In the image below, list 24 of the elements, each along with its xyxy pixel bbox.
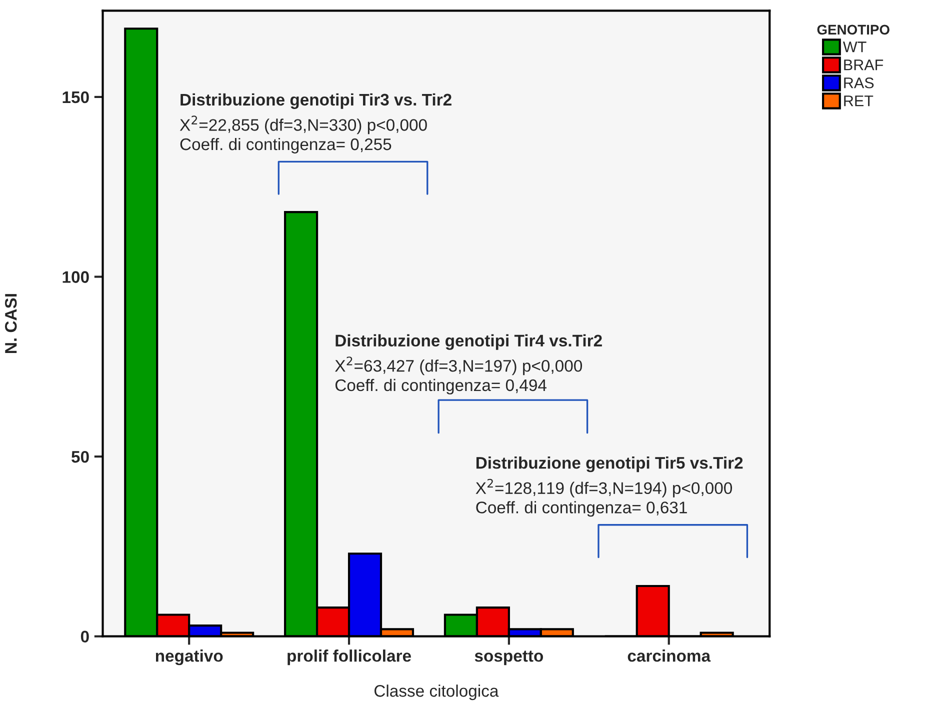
legend-label: WT: [842, 42, 866, 52]
y-axis-title: N. CASI: [4, 294, 17, 353]
annotation: Distribuzione genotipi Tir3 vs. Tir2: [180, 93, 452, 109]
legend-label: RET: [844, 96, 874, 106]
x-tick-label: prolif follicolare: [288, 650, 411, 666]
y-tick-label: 50: [72, 450, 89, 463]
annotation: Coeff. di contingenza= 0,494: [335, 378, 546, 394]
y-tick-label: 0: [80, 630, 89, 643]
legend-label: BRAF: [844, 60, 884, 70]
annotation: X$^{2}$=22,855 (df=3,N=330) p<0,000: [180, 116, 427, 134]
annotation: X$^{2}$=128,119 (df=3,N=194) p<0,000: [476, 478, 732, 498]
y-tick-label: 150: [62, 91, 89, 104]
annotation: Coeff. di contingenza= 0,631: [476, 501, 687, 517]
x-tick-label: carcinoma: [628, 650, 711, 662]
x-tick-label: negativo: [156, 650, 223, 666]
annotation: X$^{2}$=63,427 (df=3,N=197) p<0,000: [335, 356, 582, 376]
annotation: Distribuzione genotipi Tir4 vs.Tir2: [336, 334, 602, 350]
annotation: Coeff. di contingenza= 0,255: [180, 138, 392, 154]
x-axis-title: Classe citologica: [374, 684, 499, 700]
x-tick-label: sospetto: [474, 650, 544, 666]
y-tick-label: 100: [62, 271, 89, 283]
legend-title: GENOTIPO: [817, 24, 890, 35]
annotation: Distribuzione genotipi Tir5 vs.Tir2: [476, 456, 743, 472]
legend-label: RAS: [844, 77, 874, 88]
